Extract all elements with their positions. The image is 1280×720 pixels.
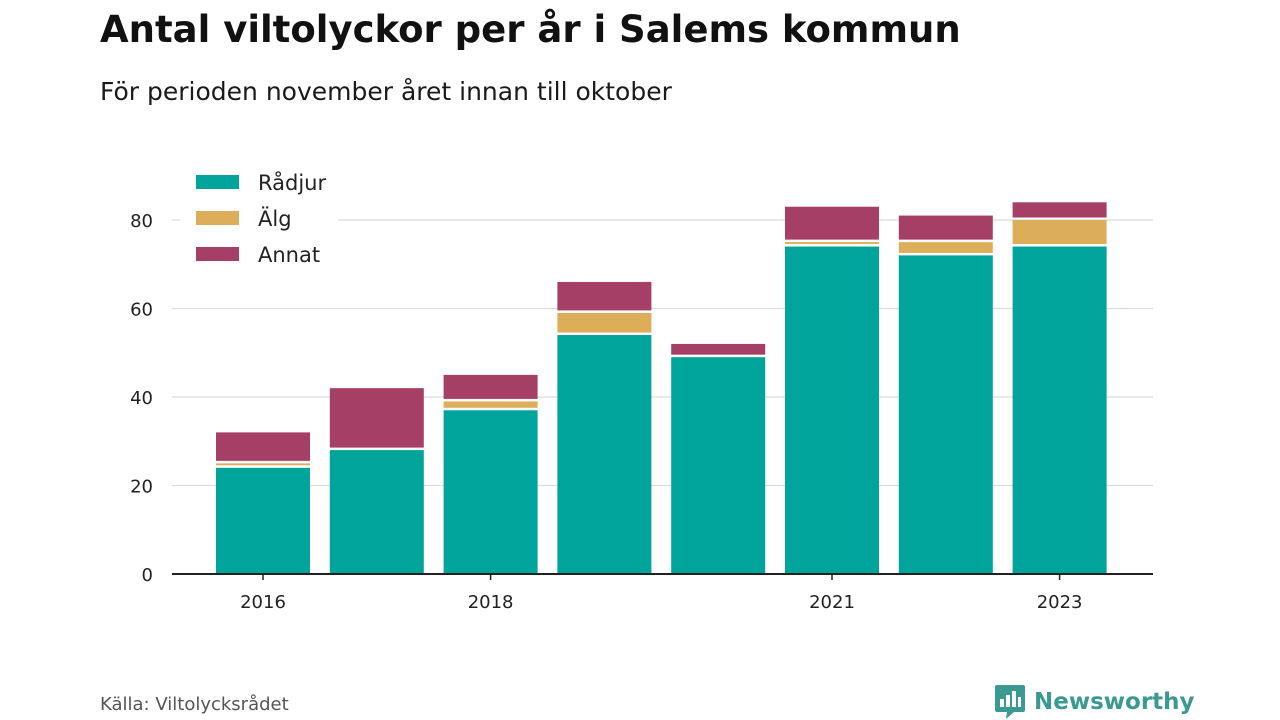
chart-title: Antal viltolyckor per år i Salems kommun xyxy=(100,8,961,51)
bar-segment-rådjur-2020 xyxy=(671,357,766,574)
x-tick-label: 2021 xyxy=(809,592,855,613)
brand-name: Newsworthy xyxy=(1034,689,1195,715)
bar-segment-rådjur-2021 xyxy=(785,246,879,575)
bar-segment-annat-2016 xyxy=(216,432,310,461)
bar-segment-annat-2017 xyxy=(329,388,424,448)
newsworthy-logo-icon xyxy=(995,685,1025,719)
legend-label: Rådjur xyxy=(258,170,326,195)
y-tick-label: 40 xyxy=(130,388,153,409)
bar-segment-rådjur-2017 xyxy=(329,450,424,574)
bar-segment-älg-2019 xyxy=(557,312,652,333)
bar-segment-älg-2021 xyxy=(785,242,879,245)
bar-segment-rådjur-2023 xyxy=(1012,246,1107,575)
legend-swatch xyxy=(196,247,239,261)
bar-segment-annat-2019 xyxy=(557,281,652,311)
bar-segment-rådjur-2019 xyxy=(557,335,652,574)
x-tick-label: 2018 xyxy=(468,592,514,613)
bar-segment-älg-2023 xyxy=(1012,220,1107,245)
legend: Rådjur Älg Annat xyxy=(196,170,326,267)
legend-swatch xyxy=(196,211,239,225)
bar-segment-annat-2023 xyxy=(1012,202,1107,218)
y-tick-label: 0 xyxy=(142,565,153,586)
bar-segment-rådjur-2022 xyxy=(898,255,993,574)
y-tick-label: 20 xyxy=(130,477,153,498)
bar-segment-rådjur-2016 xyxy=(216,467,310,574)
legend-label: Älg xyxy=(258,206,292,231)
bar-segment-annat-2020 xyxy=(671,343,766,355)
bar-segment-annat-2021 xyxy=(785,206,879,240)
legend-label: Annat xyxy=(258,243,320,267)
y-tick-label: 80 xyxy=(130,211,153,232)
legend-swatch xyxy=(196,175,239,189)
x-axis-ticks: 2016 2018 2021 2023 xyxy=(240,574,1083,613)
y-tick-label: 60 xyxy=(130,300,153,321)
bar-segment-rådjur-2018 xyxy=(443,410,538,574)
chart-subtitle: För perioden november året innan till ok… xyxy=(100,77,672,106)
stacked-bar-chart: 0 20 40 60 80 2016 2018 2021 2023 Rådjur Älg Anna… xyxy=(130,170,1153,613)
x-tick-label: 2016 xyxy=(240,592,286,613)
brand[interactable]: Newsworthy xyxy=(994,684,1195,720)
bars xyxy=(216,202,1107,575)
bar-segment-älg-2022 xyxy=(898,242,993,253)
y-axis-ticks: 0 20 40 60 80 xyxy=(130,211,153,586)
bar-segment-älg-2016 xyxy=(216,463,310,466)
bar-segment-älg-2018 xyxy=(443,401,538,408)
x-tick-label: 2023 xyxy=(1037,592,1083,613)
source-note: Källa: Viltolycksrådet xyxy=(100,694,289,715)
bar-segment-annat-2018 xyxy=(443,374,538,399)
bar-segment-annat-2022 xyxy=(898,215,993,240)
